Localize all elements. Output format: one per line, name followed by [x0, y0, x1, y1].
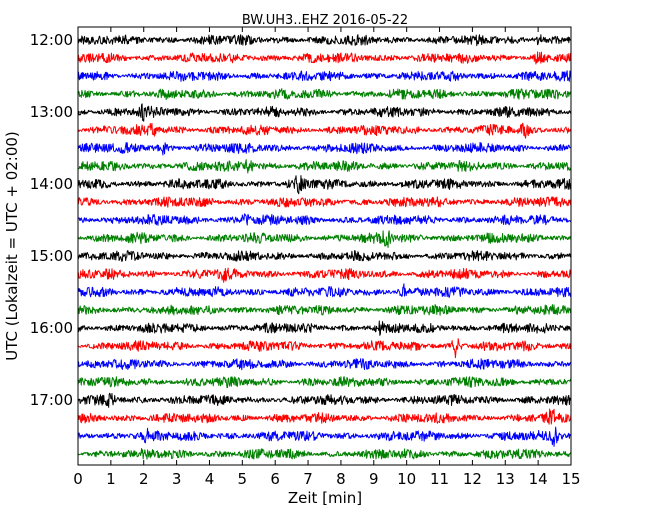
x-tick-label: 3 [172, 470, 182, 488]
x-tick-label: 1 [106, 470, 116, 488]
trace-row-14 [77, 283, 572, 298]
trace-row-7 [77, 159, 572, 174]
x-tick-label: 4 [205, 470, 215, 488]
trace-row-3 [77, 88, 572, 101]
trace-row-5 [77, 122, 572, 139]
trace-row-12 [77, 250, 572, 262]
trace-row-18 [77, 358, 572, 371]
y-tick-label: 17:00 [30, 391, 73, 409]
trace-row-13 [77, 267, 572, 283]
x-tick-label: 2 [139, 470, 149, 488]
trace-row-21 [77, 408, 572, 425]
x-tick-label: 7 [303, 470, 313, 488]
x-tick-label: 0 [73, 470, 83, 488]
trace-row-16 [77, 320, 572, 336]
y-tick-label: 12:00 [30, 31, 73, 49]
x-tick-label: 6 [270, 470, 280, 488]
plot-frame [77, 26, 572, 466]
y-tick-label: 13:00 [30, 103, 73, 121]
y-axis-ticks: 12:00 13:00 14:00 15:00 16:00 17:00 [30, 31, 571, 409]
trace-row-1 [77, 51, 572, 65]
trace-row-2 [77, 70, 572, 82]
y-tick-label: 15:00 [30, 247, 73, 265]
trace-row-15 [77, 304, 572, 316]
y-tick-label: 14:00 [30, 175, 73, 193]
trace-row-8 [77, 175, 572, 195]
y-axis-label: UTC (Lokalzeit = UTC + 02:00) [3, 131, 21, 361]
x-axis-label: Zeit [min] [288, 489, 362, 507]
x-tick-label: 12 [463, 470, 482, 488]
trace-row-22 [77, 426, 572, 447]
x-tick-label: 13 [496, 470, 515, 488]
x-tick-label: 5 [238, 470, 248, 488]
x-tick-label: 10 [397, 470, 416, 488]
trace-row-19 [77, 376, 572, 389]
trace-row-20 [77, 392, 572, 408]
trace-row-9 [77, 196, 572, 208]
trace-row-11 [77, 230, 572, 248]
trace-layer [77, 34, 572, 460]
x-tick-label: 11 [430, 470, 449, 488]
x-axis-ticks: 0 1 2 3 4 5 6 7 8 9 10 11 12 13 14 15 [73, 27, 581, 488]
x-tick-label: 14 [529, 470, 548, 488]
trace-row-4 [77, 103, 572, 122]
trace-row-6 [77, 141, 572, 156]
trace-row-17 [77, 338, 572, 359]
x-tick-label: 15 [561, 470, 580, 488]
trace-row-0 [77, 34, 572, 47]
trace-row-23 [77, 448, 572, 460]
chart-title: BW.UH3..EHZ 2016-05-22 [242, 13, 408, 28]
x-tick-label: 8 [336, 470, 346, 488]
trace-row-10 [77, 213, 572, 226]
x-tick-label: 9 [369, 470, 379, 488]
y-tick-label: 16:00 [30, 319, 73, 337]
